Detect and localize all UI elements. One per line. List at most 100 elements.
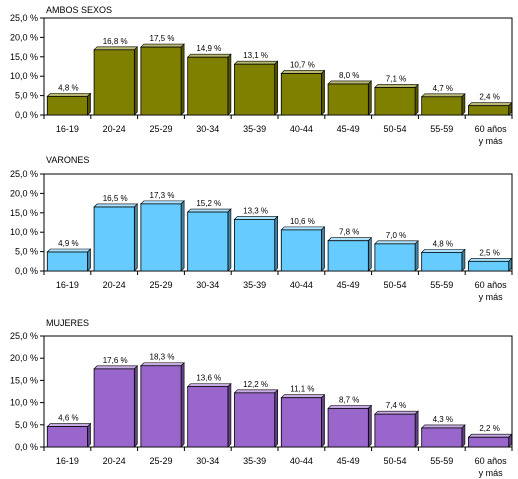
chart-0-bar-top-0 (46, 93, 92, 97)
chart-2-bar-2 (140, 365, 182, 448)
chart-2-bar-top-1 (93, 365, 139, 370)
chart-1-bar-top-4 (233, 216, 279, 220)
chart-0-bar-side-2 (180, 43, 185, 116)
chart-1-bar-side-4 (274, 215, 279, 272)
chart-2-bar-1 (93, 368, 135, 448)
chart-2-data-label-4: 12,2 % (243, 380, 268, 389)
chart-2-bar-3 (187, 386, 229, 448)
chart-2-bar-top-6 (327, 405, 373, 409)
chart-1-x-label-9-line1: 60 años (475, 280, 508, 290)
chart-0-x-label-8: 55-59 (430, 124, 453, 134)
chart-1-data-label-7: 7,0 % (386, 231, 406, 240)
chart-2-data-label-7: 7,4 % (386, 401, 406, 410)
chart-1-x-label-4: 35-39 (243, 280, 266, 290)
chart-1-y-tick-label: 10,0 % (10, 227, 38, 237)
chart-0-bar-side-8 (461, 93, 466, 116)
chart-1-bar-side-3 (227, 208, 232, 272)
chart-2-bar-side-5 (321, 393, 325, 448)
chart-0-x-label-7: 50-54 (383, 124, 406, 134)
chart-0-bar-top-1 (93, 46, 139, 51)
chart-1-bar-top-8 (420, 249, 466, 253)
chart-0-data-label-0: 4,8 % (58, 83, 78, 92)
chart-0-bar-2 (140, 46, 182, 116)
chart-1-bar-6 (327, 240, 369, 272)
chart-1-data-label-0: 4,9 % (58, 239, 78, 248)
chart-1-bar-5 (280, 229, 322, 272)
chart-2-bar-8 (421, 427, 463, 448)
chart-1-x-label-2: 25-29 (149, 280, 172, 290)
chart-0-data-label-3: 14,9 % (196, 44, 221, 53)
chart-1-x-label-0: 16-19 (56, 280, 79, 290)
chart-2-data-label-0: 4,6 % (58, 414, 78, 423)
chart-1-x-label-6: 45-49 (337, 280, 360, 290)
chart-2-x-label-7: 50-54 (383, 456, 406, 466)
chart-0-bar-8 (421, 96, 463, 116)
chart-0-y-tick-label: 20,0 % (10, 32, 38, 42)
chart-2-bar-side-2 (180, 362, 185, 448)
chart-2-y-tick-label: 5,0 % (15, 420, 38, 430)
chart-2-bar-top-4 (233, 389, 279, 394)
chart-0-x-label-1: 20-24 (103, 124, 126, 134)
chart-0-x-label-4: 35-39 (243, 124, 266, 134)
chart-2-y-tick-label: 20,0 % (10, 353, 38, 363)
chart-0-bar-top-7 (374, 84, 419, 88)
chart-2-bar-top-3 (186, 383, 232, 387)
chart-2-x-label-9-line2: y más (479, 468, 504, 478)
chart-0-y-tick-label: 10,0 % (10, 71, 38, 81)
chart-2-y-tick-label: 0,0 % (15, 442, 38, 452)
chart-0-bar-4 (234, 63, 276, 116)
chart-1-data-label-1: 16,5 % (103, 194, 128, 203)
chart-0-data-label-2: 17,5 % (150, 34, 175, 43)
chart-1-y-tick-label: 25,0 % (10, 169, 38, 179)
chart-0-bar-5 (280, 73, 322, 116)
chart-1-bar-4 (234, 218, 276, 272)
chart-0-bar-top-3 (186, 53, 232, 58)
chart-1-y-tick-label: 15,0 % (10, 208, 38, 218)
chart-0-bar-top-4 (233, 60, 279, 65)
chart-2-data-label-8: 4,3 % (433, 415, 453, 424)
chart-1-bar-side-8 (461, 248, 466, 272)
chart-2-x-label-4: 35-39 (243, 456, 266, 466)
chart-0-bar-side-4 (274, 60, 279, 116)
chart-1-data-label-6: 7,8 % (339, 228, 359, 237)
chart-0-data-label-8: 4,7 % (433, 84, 453, 93)
chart-0-data-label-4: 13,1 % (243, 51, 268, 60)
chart-0-bar-9 (468, 105, 510, 116)
chart-0-bar-0 (46, 95, 88, 116)
chart-0-bar-top-6 (327, 80, 373, 85)
chart-1-x-label-1: 20-24 (103, 280, 126, 290)
chart-2-x-label-1: 20-24 (103, 456, 126, 466)
chart-0-x-label-3: 30-34 (196, 124, 219, 134)
chart-2-bar-side-3 (227, 382, 232, 448)
chart-2-x-label-9-line1: 60 años (475, 456, 508, 466)
chart-0-bar-top-5 (280, 70, 326, 74)
chart-0-data-label-1: 16,8 % (103, 37, 128, 46)
chart-1-bar-side-5 (321, 226, 325, 272)
chart-0-x-label-9-line1: 60 años (475, 124, 508, 134)
chart-0-title: AMBOS SEXOS (46, 5, 112, 15)
chart-2-title: MUJERES (46, 318, 89, 328)
chart-2-x-label-5: 40-44 (290, 456, 313, 466)
chart-2-bar-side-7 (414, 410, 419, 448)
chart-1-bar-top-7 (374, 240, 419, 245)
chart-2-x-label-8: 55-59 (430, 456, 453, 466)
chart-1-bar-2 (140, 203, 182, 272)
chart-0-y-tick-label: 0,0 % (15, 110, 38, 120)
chart-2-bar-side-0 (87, 422, 91, 448)
chart-0-bar-3 (187, 56, 229, 116)
chart-0-x-label-6: 45-49 (337, 124, 360, 134)
chart-2-y-tick-label: 15,0 % (10, 375, 38, 385)
chart-1-bar-9 (468, 260, 510, 272)
chart-1-x-label-9-line2: y más (479, 292, 504, 302)
chart-0-bar-side-5 (321, 69, 325, 116)
chart-1-bar-top-5 (280, 226, 326, 231)
chart-1-data-label-4: 13,3 % (243, 206, 268, 215)
chart-0-data-label-7: 7,1 % (386, 74, 406, 83)
chart-0-bar-side-3 (227, 53, 232, 116)
chart-2-data-label-9: 2,2 % (479, 424, 499, 433)
chart-1-data-label-5: 10,6 % (290, 217, 315, 226)
chart-1-data-label-2: 17,3 % (150, 191, 175, 200)
chart-2-x-label-2: 25-29 (149, 456, 172, 466)
chart-2-x-label-3: 30-34 (196, 456, 219, 466)
chart-2-bar-5 (280, 397, 322, 448)
